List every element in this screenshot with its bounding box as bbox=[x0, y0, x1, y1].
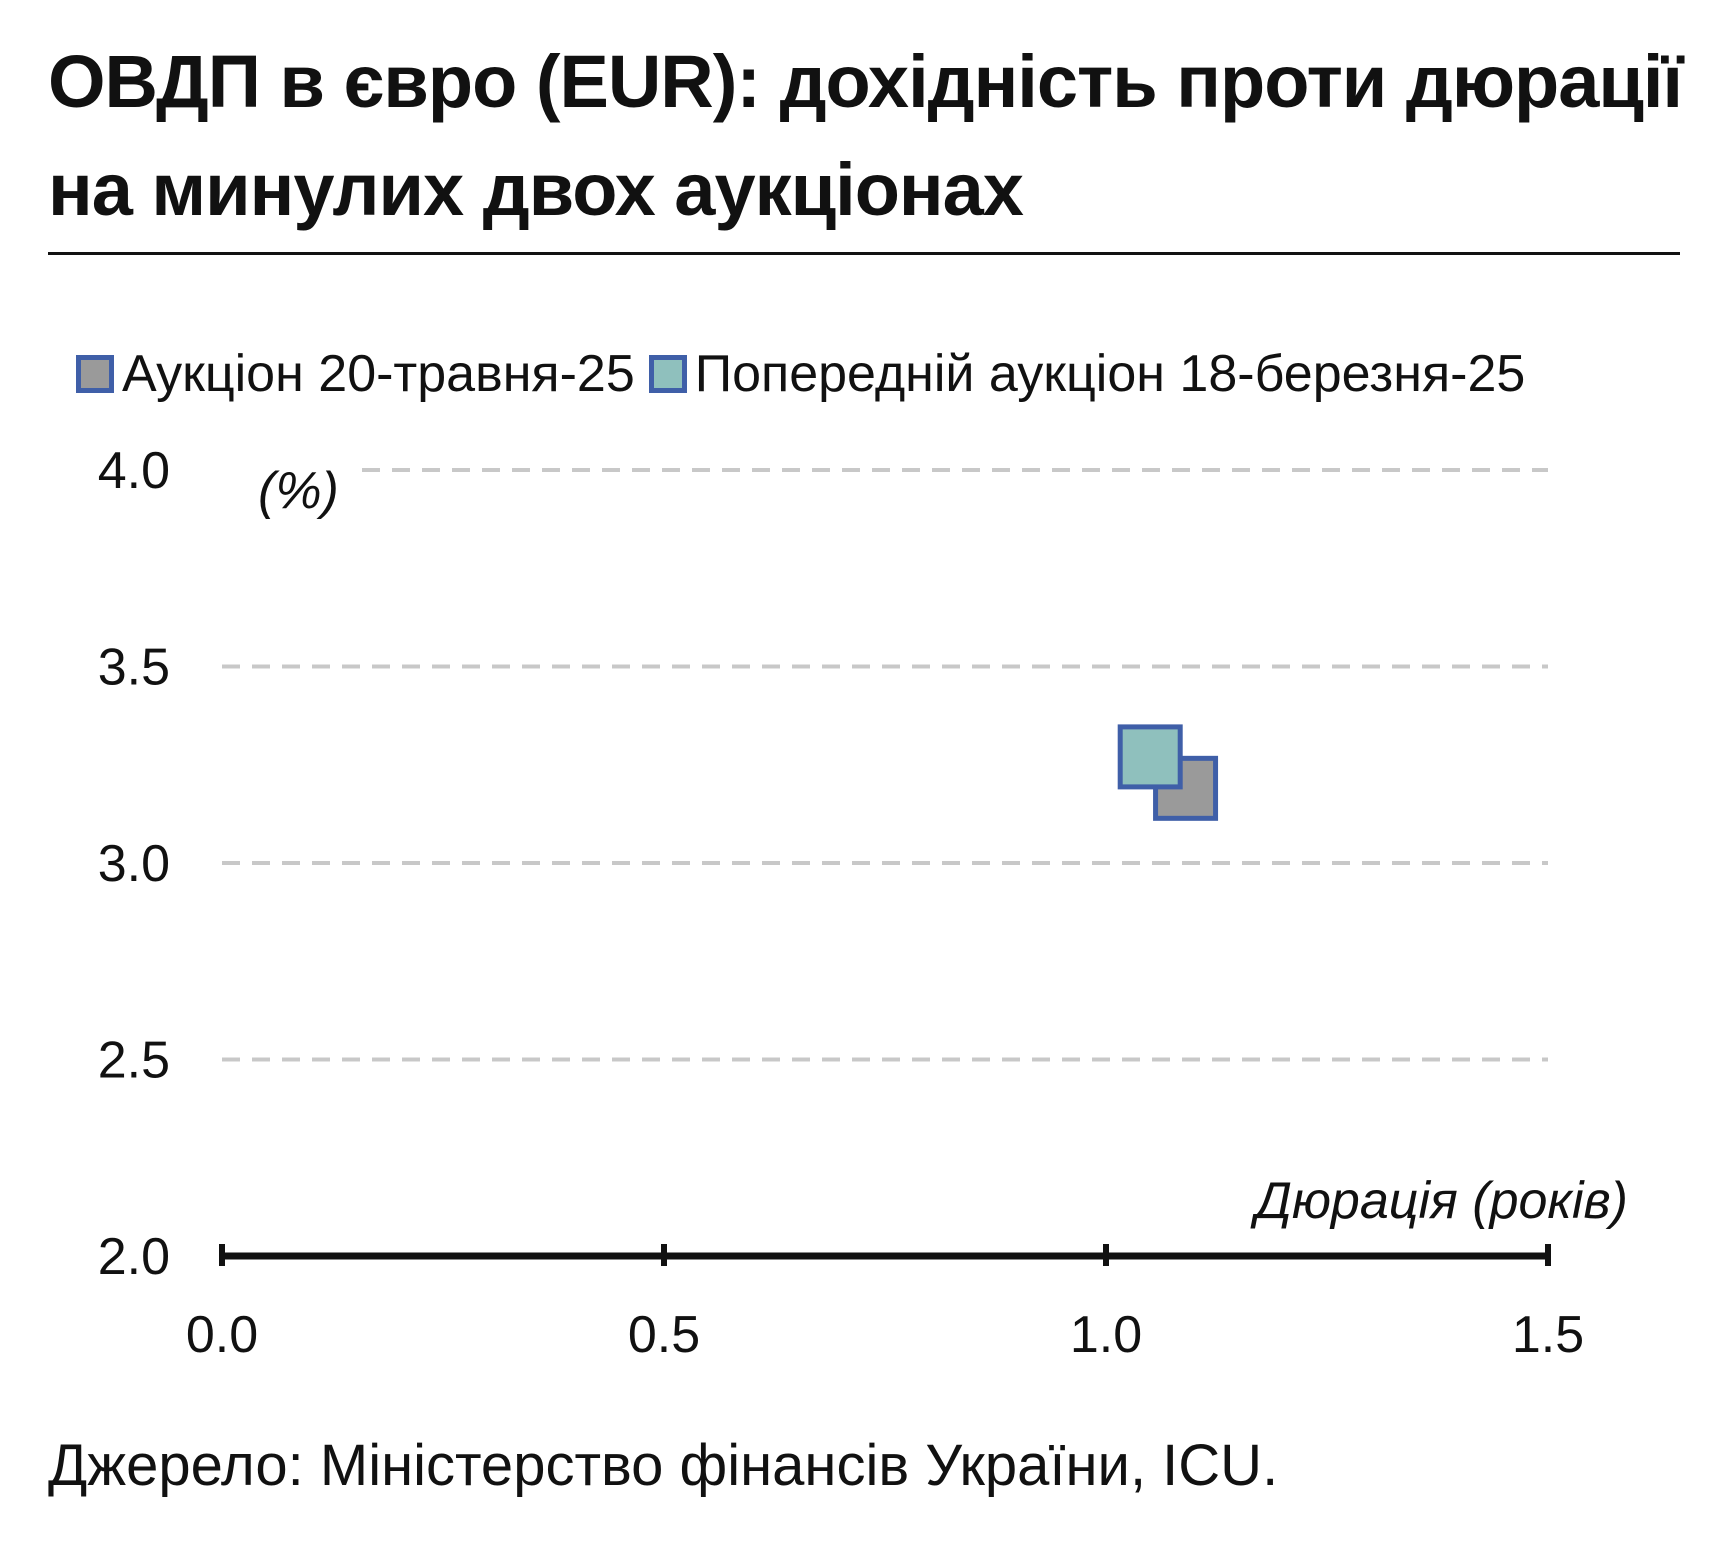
grid-lines bbox=[222, 468, 1548, 1062]
chart-legend: Аукціон 20-травня-25 Попередній аукціон … bbox=[76, 342, 1525, 406]
x-tick-label-0: 0.0 bbox=[186, 1306, 258, 1364]
title-divider bbox=[48, 252, 1680, 255]
x-tick-label-1: 0.5 bbox=[628, 1306, 700, 1364]
marker-series-1-point-0 bbox=[1117, 724, 1183, 790]
legend-item-previous: Попередній аукціон 18-березня-25 bbox=[648, 344, 1526, 404]
x-tick-label-3: 1.5 bbox=[1512, 1306, 1584, 1364]
legend-item-current: Аукціон 20-травня-25 bbox=[76, 344, 635, 404]
data-points bbox=[1117, 724, 1219, 821]
y-tick-label-0: 4.0 bbox=[98, 442, 170, 500]
legend-swatch-previous bbox=[648, 355, 687, 393]
y-tick-label-3: 2.5 bbox=[98, 1032, 170, 1090]
y-tick-label-4: 2.0 bbox=[98, 1228, 170, 1286]
chart-title-line2: на минулих двох аукціонах bbox=[48, 148, 1024, 231]
legend-label-previous: Попередній аукціон 18-березня-25 bbox=[694, 345, 1526, 403]
x-axis bbox=[219, 1244, 1551, 1266]
y-tick-label-2: 3.0 bbox=[98, 835, 170, 893]
x-axis-tick-labels: 0.0 0.5 1.0 1.5 bbox=[186, 1306, 1584, 1364]
y-axis-tick-labels: 4.0 3.5 3.0 2.5 2.0 bbox=[98, 442, 170, 1286]
chart-title-line1: ОВДП в євро (EUR): дохідність проти дюра… bbox=[48, 40, 1683, 123]
y-tick-label-1: 3.5 bbox=[98, 639, 170, 697]
chart-title: ОВДП в євро (EUR): дохідність проти дюра… bbox=[48, 28, 1688, 244]
legend-swatch-current bbox=[76, 355, 114, 393]
x-tick-label-2: 1.0 bbox=[1070, 1306, 1142, 1364]
x-axis-title: Дюрація (років) bbox=[1250, 1172, 1628, 1230]
y-axis-title: (%) bbox=[258, 462, 339, 520]
source-note: Джерело: Міністерство фінансів України, … bbox=[48, 1433, 1279, 1498]
legend-label-current: Аукціон 20-травня-25 bbox=[122, 345, 635, 403]
